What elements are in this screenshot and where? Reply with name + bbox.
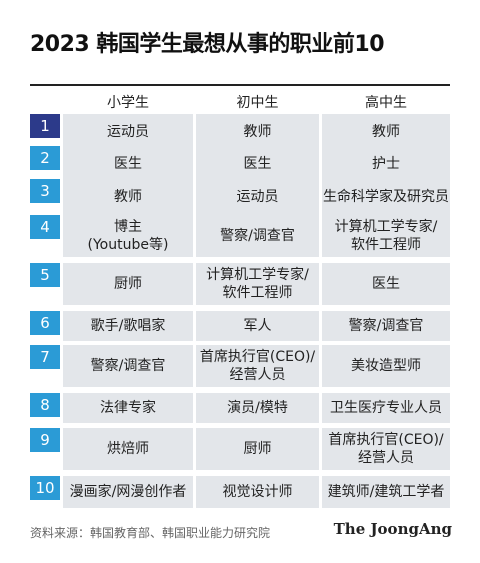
cell-high: 卫生医疗专业人员 (322, 393, 450, 423)
cell-high: 建筑师/建筑工学者 (322, 476, 450, 508)
cell-high: 计算机工学专家/ 软件工程师 (322, 215, 450, 257)
rank-badge: 4 (30, 215, 60, 239)
column-header-high: 高中生 (365, 95, 407, 111)
rank-badge: 6 (30, 311, 60, 335)
cell-middle: 厨师 (196, 428, 319, 470)
table-row: 1 运动员 教师 教师 (30, 114, 450, 150)
table-row: 4 博主 (Youtube等) 警察/调查官 计算机工学专家/ 软件工程师 (30, 215, 450, 257)
cell-middle: 视觉设计师 (196, 476, 319, 508)
cell-elementary: 警察/调查官 (63, 345, 193, 387)
publisher-logo: The JoongAng (333, 520, 452, 538)
cell-middle: 首席执行官(CEO)/ 经营人员 (196, 345, 319, 387)
cell-middle: 演员/模特 (196, 393, 319, 423)
cell-high: 护士 (322, 146, 450, 182)
rank-badge: 9 (30, 428, 60, 452)
rank-badge: 10 (30, 476, 60, 500)
rank-badge: 1 (30, 114, 60, 138)
table-row: 10 漫画家/网漫创作者 视觉设计师 建筑师/建筑工学者 (30, 476, 450, 508)
cell-high: 医生 (322, 263, 450, 305)
cell-elementary: 歌手/歌唱家 (63, 311, 193, 341)
rank-badge: 3 (30, 179, 60, 203)
rank-badge: 5 (30, 263, 60, 287)
cell-middle: 计算机工学专家/ 软件工程师 (196, 263, 319, 305)
column-header-elementary: 小学生 (107, 95, 149, 111)
cell-elementary: 医生 (63, 146, 193, 182)
cell-middle: 警察/调查官 (196, 215, 319, 257)
table-row: 5 厨师 计算机工学专家/ 软件工程师 医生 (30, 263, 450, 305)
cell-middle: 教师 (196, 114, 319, 150)
rank-badge: 7 (30, 345, 60, 369)
cell-elementary: 烘焙师 (63, 428, 193, 470)
cell-middle: 医生 (196, 146, 319, 182)
cell-elementary: 教师 (63, 179, 193, 215)
table-row: 6 歌手/歌唱家 军人 警察/调查官 (30, 311, 450, 341)
table-row: 7 警察/调查官 首席执行官(CEO)/ 经营人员 美妆造型师 (30, 345, 450, 387)
cell-high: 美妆造型师 (322, 345, 450, 387)
page-title: 2023 韩国学生最想从事的职业前10 (30, 32, 385, 57)
column-header-middle: 初中生 (236, 95, 279, 111)
cell-middle: 军人 (196, 311, 319, 341)
cell-elementary: 博主 (Youtube等) (63, 215, 193, 257)
table-row: 2 医生 医生 护士 (30, 146, 450, 182)
cell-elementary: 厨师 (63, 263, 193, 305)
cell-middle: 运动员 (196, 179, 319, 215)
table-row: 3 教师 运动员 生命科学家及研究员 (30, 179, 450, 215)
source-note: 资料来源：韩国教育部、韩国职业能力研究院 (30, 526, 271, 540)
table-header: 小学生 初中生 高中生 (30, 84, 450, 116)
cell-high: 生命科学家及研究员 (322, 179, 450, 215)
rank-badge: 8 (30, 393, 60, 417)
table-row: 9 烘焙师 厨师 首席执行官(CEO)/ 经营人员 (30, 428, 450, 470)
cell-elementary: 漫画家/网漫创作者 (63, 476, 193, 508)
cell-high: 警察/调查官 (322, 311, 450, 341)
cell-high: 首席执行官(CEO)/ 经营人员 (322, 428, 450, 470)
cell-high: 教师 (322, 114, 450, 150)
rank-badge: 2 (30, 146, 60, 170)
cell-elementary: 运动员 (63, 114, 193, 150)
table-row: 8 法律专家 演员/模特 卫生医疗专业人员 (30, 393, 450, 423)
cell-elementary: 法律专家 (63, 393, 193, 423)
